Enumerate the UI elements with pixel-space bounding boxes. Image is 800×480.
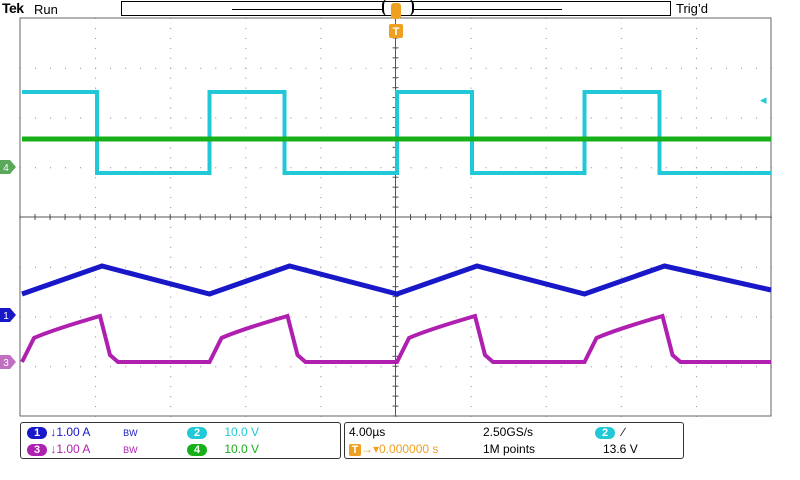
ch3-badge: 3 [27, 443, 47, 456]
channel-readout-box[interactable]: 1 ↓1.00 A BW 2 10.0 V 3 ↓1.00 A BW 4 10.… [20, 422, 341, 459]
ch3-ground-marker[interactable]: 3 [0, 355, 16, 369]
scope-display[interactable]: T 4 1 3 ◂ [0, 0, 800, 420]
trigger-slope-icon: ∕ [622, 425, 625, 439]
brand-logo: Tek [2, 0, 24, 16]
trigger-level-marker[interactable]: ◂ [760, 93, 767, 108]
ch1-readout[interactable]: 1 ↓1.00 A BW [27, 425, 138, 440]
timebase-readout-box[interactable]: 4.00µs 2.50GS/s T →▾0.000000 s 1M points … [344, 422, 684, 459]
trigger-status: Trig’d [676, 1, 709, 16]
trigger-position-marker[interactable]: T [389, 3, 403, 38]
timebase-scale[interactable]: 4.00µs [349, 425, 386, 439]
trigger-position-readout[interactable]: T →▾0.000000 s [349, 442, 438, 456]
svg-text:◂: ◂ [760, 93, 767, 108]
record-window-bracket[interactable] [382, 0, 414, 16]
sample-rate: 2.50GS/s [483, 425, 534, 439]
trigger-t-icon: T [349, 443, 361, 456]
trigger-level[interactable]: 13.6 V [603, 442, 638, 456]
ch3-scale: 1.00 A [56, 442, 90, 456]
graticule-grid [19, 17, 772, 417]
trigger-position-value: 0.000000 s [379, 442, 439, 456]
readout-panel: 1 ↓1.00 A BW 2 10.0 V 3 ↓1.00 A BW 4 10.… [20, 422, 684, 460]
ch1-bw-limit-icon: BW [123, 427, 138, 438]
trigger-arrow-icon: →▾ [361, 442, 380, 456]
svg-text:1: 1 [3, 311, 9, 322]
ch4-ground-marker[interactable]: 4 [0, 160, 16, 174]
ch4-readout[interactable]: 4 10.0 V [187, 442, 259, 456]
svg-text:3: 3 [3, 358, 9, 369]
trigger-source-readout[interactable]: 2 ∕ [595, 425, 624, 439]
ch1-ground-marker[interactable]: 1 [0, 308, 16, 322]
ch4-scale: 10.0 V [224, 442, 260, 456]
ch2-readout[interactable]: 2 10.0 V [187, 425, 259, 439]
trigger-source-badge: 2 [595, 426, 615, 439]
trigger-t-label: T [393, 26, 400, 38]
ch4-badge: 4 [187, 443, 207, 456]
ch3-bw-limit-icon: BW [123, 444, 138, 455]
ch2-waveform [22, 90, 771, 175]
ch3-waveform [20, 313, 771, 364]
svg-text:4: 4 [3, 163, 9, 174]
ch2-scale: 10.0 V [224, 425, 260, 439]
run-status: Run [34, 2, 58, 17]
ch1-waveform [21, 263, 772, 297]
ch2-badge: 2 [187, 426, 207, 439]
ch3-coupling-icon: ↓ [50, 442, 57, 456]
ch1-coupling-icon: ↓ [50, 425, 57, 439]
ch1-scale: 1.00 A [56, 425, 90, 439]
ch1-badge: 1 [27, 426, 47, 439]
record-length: 1M points [483, 442, 536, 456]
ch3-readout[interactable]: 3 ↓1.00 A BW [27, 442, 138, 457]
